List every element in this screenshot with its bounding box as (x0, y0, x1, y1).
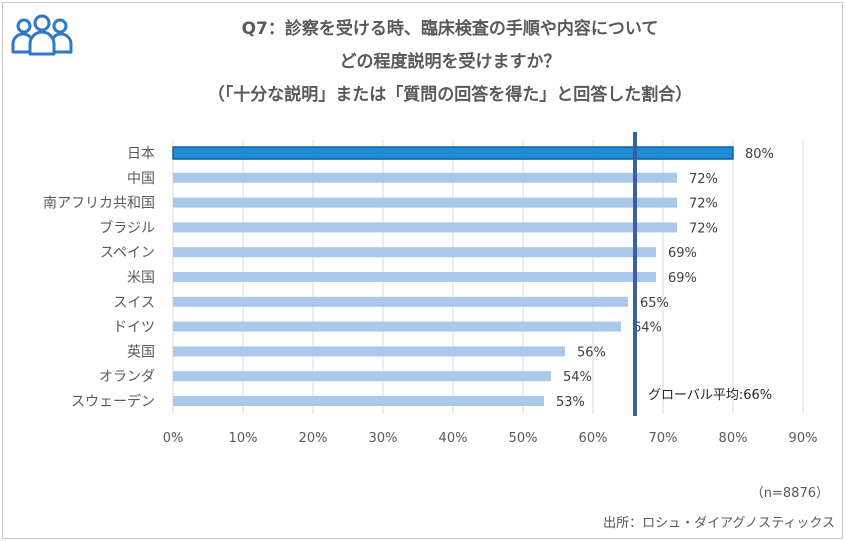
bar-3 (173, 222, 677, 233)
value-label-7: 64% (633, 321, 662, 336)
bar-7 (173, 321, 621, 332)
x-tick-label-20: 20% (299, 431, 328, 446)
x-tick-label-40: 40% (439, 431, 468, 446)
x-tick-label-90: 90% (789, 431, 818, 446)
value-label-8: 56% (577, 345, 606, 360)
bar-0 (172, 146, 734, 160)
bar-10 (173, 396, 544, 406)
bar-2 (173, 197, 677, 208)
value-label-3: 72% (689, 221, 718, 236)
bar-6 (173, 296, 628, 307)
value-label-1: 72% (689, 172, 718, 187)
value-label-4: 69% (668, 246, 697, 261)
chart-title-line-2: どの程度説明を受けますか？ (339, 52, 561, 72)
category-label-6: スイス (113, 295, 155, 311)
value-label-5: 69% (668, 271, 697, 286)
category-label-2: 南アフリカ共和国 (43, 196, 155, 212)
average-line-label: グローバル平均:66% (648, 388, 772, 403)
category-label-4: スペイン (100, 245, 155, 261)
x-tick-label-0: 0% (163, 431, 184, 446)
x-tick-label-80: 80% (719, 431, 748, 446)
category-label-3: ブラジル (99, 219, 155, 236)
x-tick-label-70: 70% (649, 431, 678, 446)
bar-8 (173, 346, 565, 357)
value-label-6: 65% (640, 296, 669, 311)
bar-9 (173, 371, 551, 382)
category-label-8: 英国 (127, 343, 155, 360)
x-tick-label-50: 50% (509, 431, 538, 446)
category-label-1: 中国 (127, 171, 155, 187)
x-tick-label-10: 10% (229, 431, 258, 446)
category-label-10: スウェーデン (71, 393, 155, 410)
x-tick-label-60: 60% (579, 431, 608, 446)
x-tick-label-30: 30% (369, 431, 398, 446)
bar-4 (173, 247, 656, 258)
value-label-9: 54% (563, 370, 592, 385)
category-label-9: オランダ (99, 369, 155, 385)
category-label-0: 日本 (127, 146, 155, 162)
chart-title-line-3: （「十分な説明」または「質問の回答を得た」と回答した割合） (207, 85, 693, 105)
people-group-icon (11, 14, 73, 56)
bar-5 (173, 272, 656, 282)
category-label-7: ドイツ (113, 320, 155, 336)
value-label-0: 80% (745, 147, 774, 162)
category-label-5: 米国 (127, 270, 155, 286)
sample-size-note: （n=8876） (750, 486, 829, 501)
source-note: 出所：ロシュ・ダイアグノスティックス (603, 516, 835, 531)
bar-1 (173, 172, 677, 183)
value-label-10: 53% (556, 395, 585, 410)
value-label-2: 72% (689, 197, 718, 212)
chart-title-line-1: Q7：診察を受ける時、臨床検査の手順や内容について (241, 19, 659, 39)
